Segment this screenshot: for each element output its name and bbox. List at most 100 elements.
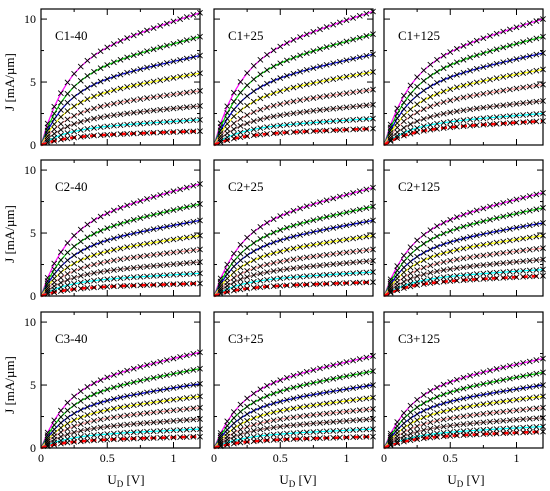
data-marker [317,215,323,222]
data-marker [343,117,350,124]
data-marker [480,381,487,387]
plot-frame [40,159,201,297]
data-marker [250,390,257,397]
data-marker [356,103,363,109]
data-marker [350,407,357,414]
data-marker [363,186,370,193]
data-marker [303,368,310,375]
data-marker [407,106,414,113]
y-axis-label-row-2: J [mA/µm] [2,205,17,263]
data-marker [323,251,330,258]
data-marker [513,425,520,431]
data-marker [77,285,84,292]
data-marker [473,382,480,389]
data-marker [250,118,257,125]
data-marker [323,127,330,134]
data-marker [230,135,237,142]
data-marker [224,109,231,116]
data-marker [434,68,440,75]
data-marker [244,274,251,280]
data-marker [493,228,500,235]
data-marker [283,430,290,437]
data-marker [257,125,264,132]
data-marker [57,288,64,294]
data-marker [91,437,97,444]
data-marker [343,57,350,64]
data-marker [427,246,434,253]
data-marker [440,99,447,106]
data-marker [526,371,533,378]
data-marker [77,414,84,421]
data-marker [137,435,144,442]
data-marker [440,76,447,83]
data-marker [363,33,370,39]
data-marker [124,54,131,61]
data-marker [264,276,270,283]
data-marker [104,44,111,51]
data-marker [323,363,330,370]
data-marker [526,358,533,365]
data-marker [460,432,467,439]
data-marker [493,409,500,416]
data-marker [183,184,190,191]
data-marker [163,92,170,99]
data-marker [84,221,91,228]
data-marker [84,107,91,114]
data-marker [137,390,144,397]
data-marker [144,213,150,220]
data-marker [297,68,304,75]
data-marker [104,89,111,95]
data-marker [363,205,370,211]
data-marker [303,421,310,427]
data-marker [473,122,480,129]
data-marker [520,119,527,126]
data-marker [526,415,533,422]
data-marker [343,249,350,256]
data-marker [414,260,421,267]
data-marker [323,389,330,396]
data-marker [343,191,350,198]
data-marker [277,258,284,265]
data-marker [420,392,427,398]
data-marker [104,374,111,381]
data-marker [157,44,164,51]
data-marker [526,267,533,274]
data-marker [157,93,164,100]
data-marker [64,271,71,277]
data-marker [71,410,78,417]
data-marker [493,46,500,53]
data-marker [323,239,330,246]
data-marker [363,383,370,389]
data-marker [330,212,337,219]
data-marker [170,129,177,135]
data-marker [57,99,64,106]
data-marker [57,440,64,447]
data-marker [250,407,257,414]
data-marker [427,412,434,418]
data-marker [244,120,251,127]
data-marker [283,406,290,413]
data-marker [124,393,131,399]
data-marker [520,209,527,216]
data-marker [520,54,527,61]
data-marker [91,284,97,291]
data-marker [317,63,323,70]
data-marker [473,253,480,260]
data-marker [150,435,157,441]
data-marker [520,424,527,431]
data-marker [343,270,350,277]
data-marker [323,280,330,287]
data-marker [110,59,117,66]
data-marker [104,406,111,413]
data-marker [257,71,264,78]
data-marker [447,433,454,439]
data-marker [303,242,310,249]
data-marker [77,427,84,434]
data-marker [500,398,507,405]
data-marker [244,429,251,436]
data-marker [297,404,304,411]
data-marker [400,264,407,271]
data-marker [104,431,111,437]
